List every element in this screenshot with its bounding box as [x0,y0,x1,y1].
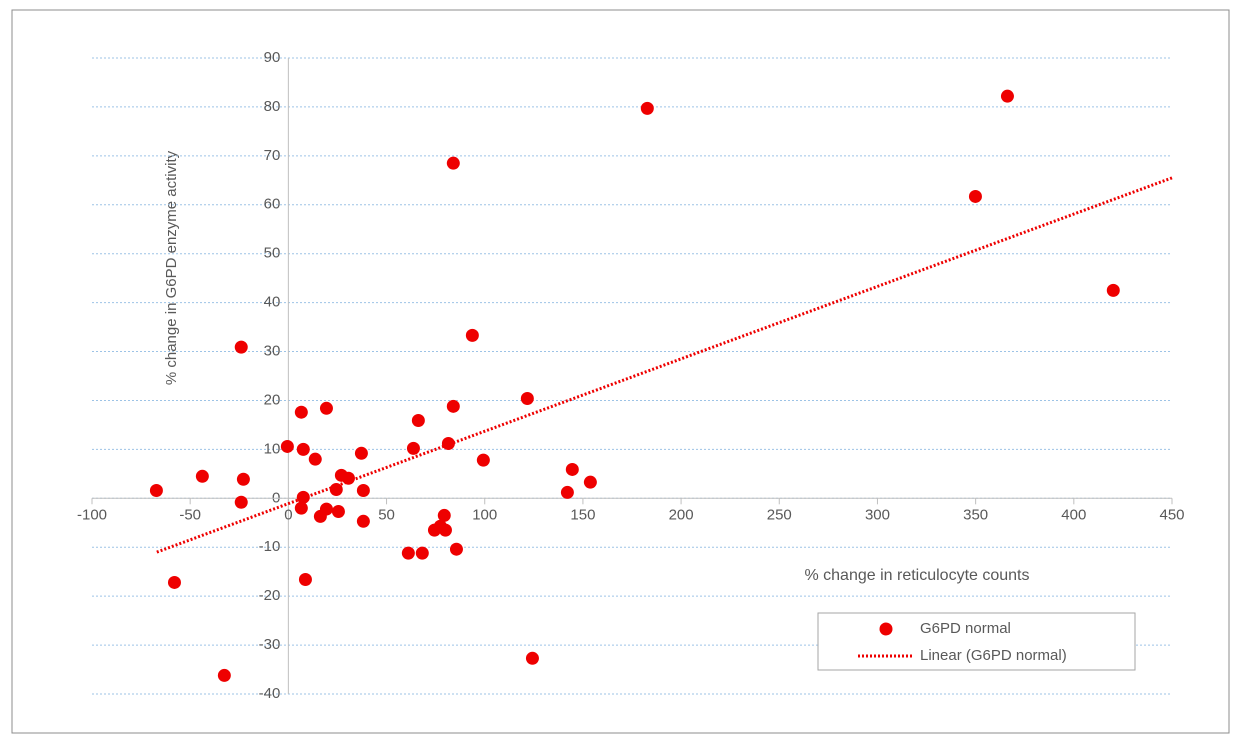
y-tick-label: 0 [272,489,280,506]
data-point [354,446,368,460]
x-tick-label: 100 [472,506,497,523]
y-tick-label: 20 [264,391,281,408]
data-point [565,462,579,476]
x-tick-label: 450 [1159,506,1184,523]
data-point [298,573,312,587]
data-point [167,575,181,589]
data-point [356,514,370,528]
data-point [560,485,574,499]
x-tick-label: -50 [179,506,201,523]
x-tick-label: 350 [963,506,988,523]
legend: G6PD normal Linear (G6PD normal) [817,612,1136,671]
data-point [640,101,654,115]
legend-marker [879,622,893,636]
data-point [1000,89,1014,103]
data-point [1106,283,1120,297]
data-point [234,340,248,354]
data-point [294,405,308,419]
data-point [411,414,425,428]
y-tick-label: -20 [259,587,281,604]
y-tick-label: 10 [264,440,281,457]
data-point [217,668,231,682]
legend-label: G6PD normal [920,620,1011,637]
y-tick-label: -30 [259,636,281,653]
y-axis-label: % change in G6PD enzyme activity [163,150,180,385]
y-tick-label: 60 [264,196,281,213]
x-tick-label: 200 [669,506,694,523]
y-tick-label: 50 [264,245,281,262]
data-point [441,437,455,451]
trend-line [156,176,1173,554]
x-tick-label: 50 [378,506,395,523]
data-point [195,469,209,483]
data-point [236,472,250,486]
data-point [296,442,310,456]
data-point [415,546,429,560]
data-point [319,502,333,516]
data-point [319,401,333,415]
data-point [149,483,163,497]
x-tick-label: 300 [865,506,890,523]
x-tick-label: 150 [570,506,595,523]
y-tick-label: 40 [264,294,281,311]
y-tick-label: -40 [259,685,281,702]
legend-label: Linear (G6PD normal) [920,647,1067,664]
y-tick-label: -10 [259,538,281,555]
data-point [329,483,343,497]
data-point [968,189,982,203]
data-point [406,441,420,455]
legend-box [817,612,1136,671]
data-point [356,483,370,497]
data-point [280,439,294,453]
data-point [437,508,451,522]
data-point [583,475,597,489]
data-point [446,399,460,413]
data-point [465,328,479,342]
data-point [525,651,539,665]
data-point [438,523,452,537]
x-tick-label: 0 [284,506,292,523]
data-point [308,452,322,466]
data-point [331,505,345,519]
x-axis-label: % change in reticulocyte counts [804,567,1029,584]
data-point [446,156,460,170]
x-tick-label: 250 [767,506,792,523]
x-tick-label: -100 [77,506,107,523]
data-point [234,495,248,509]
y-tick-label: 80 [264,98,281,115]
data-point [476,453,490,467]
data-point [449,542,463,556]
y-tick-label: 70 [264,147,281,164]
y-tick-label: 30 [264,343,281,360]
data-point [294,501,308,515]
data-point [520,392,534,406]
data-point [401,546,415,560]
x-tick-label: 400 [1061,506,1086,523]
y-tick-label: 90 [264,49,281,66]
